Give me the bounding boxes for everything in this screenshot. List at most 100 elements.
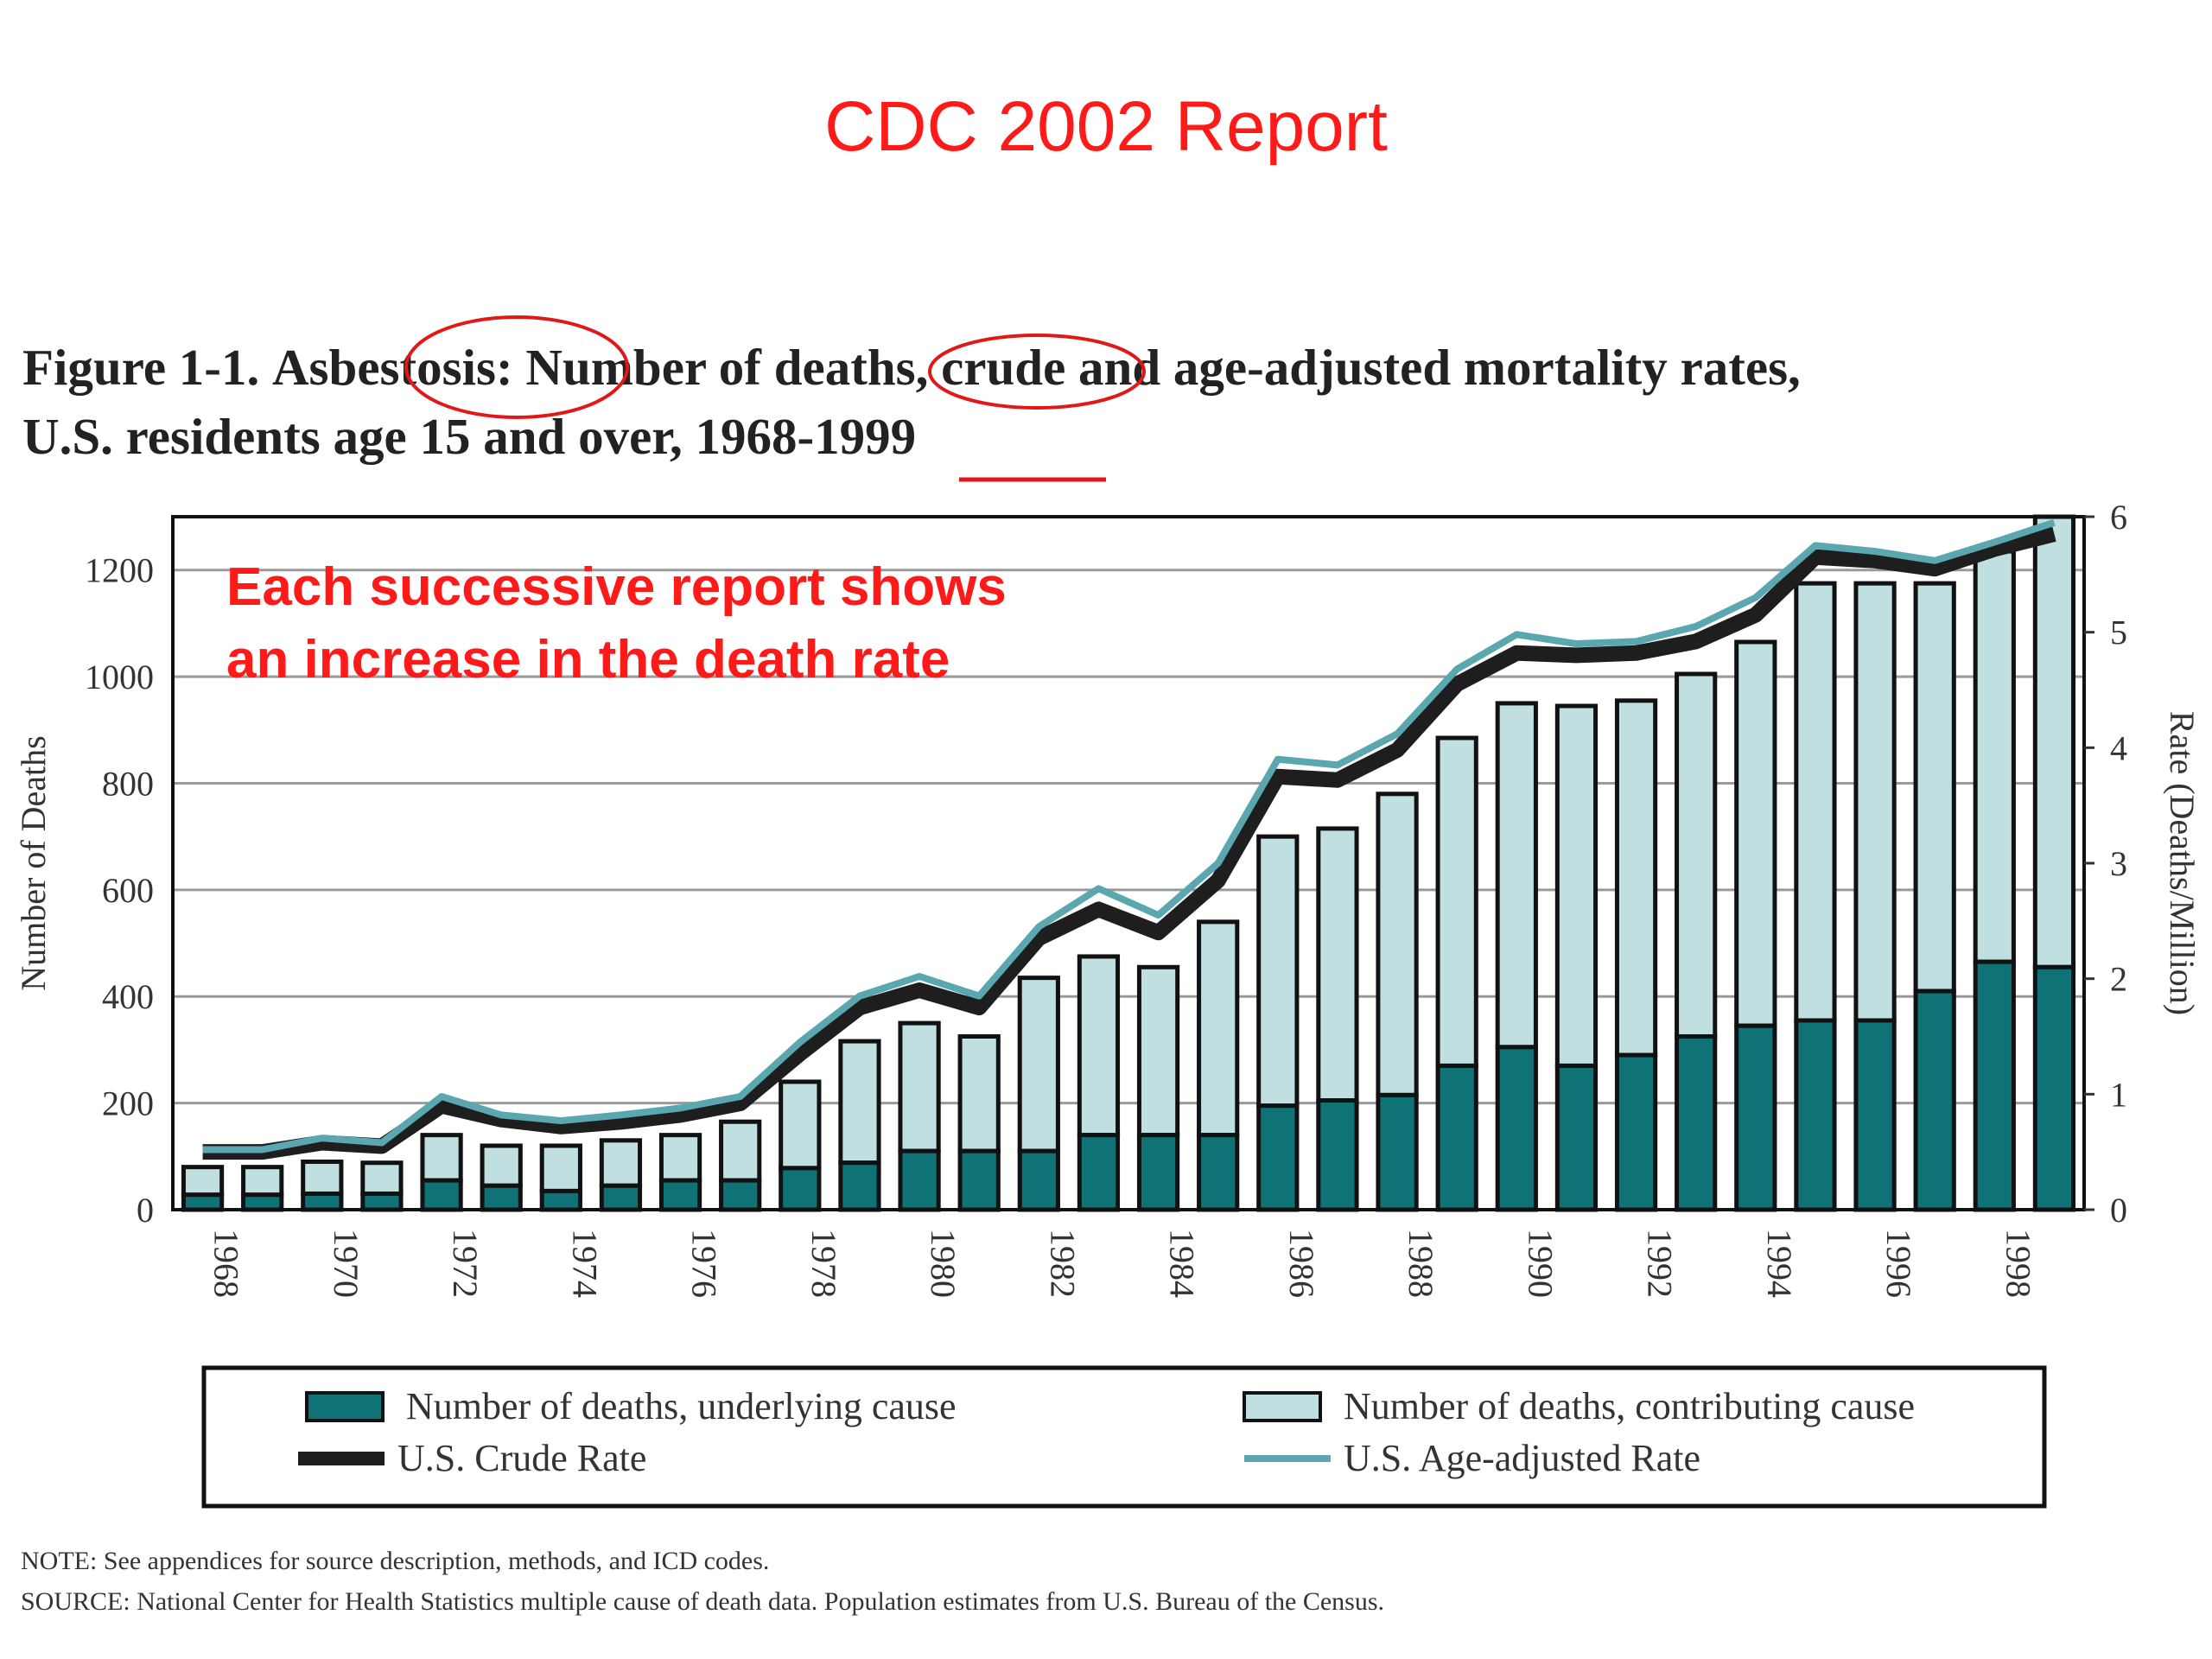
legend-label: Number of deaths, underlying cause [406, 1385, 957, 1427]
bar-contributing-1996 [1853, 581, 1897, 1023]
y-tick-label: 600 [102, 871, 154, 910]
y2-tick-label: 3 [2110, 844, 2127, 883]
figure-title-rest: crude and age-adjusted mortality rates, [941, 339, 1801, 396]
bar-contributing-1989 [1435, 735, 1478, 1068]
x-tick-label: 1994 [1760, 1229, 1799, 1298]
highlight-ellipse-asbestosis [404, 315, 629, 419]
bar-underlying-1980 [898, 1148, 941, 1212]
bar-contributing-1985 [1197, 919, 1240, 1138]
legend-label: Number of deaths, contributing cause [1344, 1385, 1915, 1427]
y-axis-label: Number of Deaths [14, 735, 53, 990]
y-tick-label: 1000 [85, 658, 154, 696]
x-tick-label: 1986 [1282, 1229, 1321, 1298]
bar-contributing-1974 [539, 1143, 582, 1193]
x-tick-label: 1972 [446, 1229, 485, 1298]
chart: 0 200 400 600 800 1000 1200 0 1 2 3 4 5 6 1968 1970 1972… [14, 498, 2202, 1509]
x-tick-label: 1982 [1043, 1229, 1082, 1298]
figure-title-line2: U.S. residents age 15 and over, 1968- [22, 408, 815, 465]
bar-contributing-1980 [898, 1020, 941, 1154]
y-tick-label: 0 [137, 1191, 154, 1230]
bar-contributing-1999 [2032, 514, 2076, 969]
y2-axis-label: Rate (Deaths/Million) [2163, 711, 2202, 1015]
bar-underlying-1988 [1376, 1092, 1419, 1212]
bar-underlying-1996 [1853, 1018, 1897, 1212]
bar-underlying-1999 [2032, 964, 2076, 1212]
bar-contributing-1971 [360, 1160, 404, 1196]
bar-underlying-1979 [838, 1160, 881, 1212]
x-tick-label: 1988 [1402, 1229, 1440, 1298]
bar-underlying-1982 [1017, 1148, 1060, 1212]
chart-bars [181, 514, 2076, 1212]
y2-tick-label: 2 [2110, 960, 2127, 999]
x-tick-label: 1978 [804, 1229, 843, 1298]
bar-contributing-1990 [1495, 701, 1538, 1050]
bar-contributing-1978 [779, 1079, 822, 1171]
bar-underlying-1984 [1136, 1133, 1180, 1212]
legend-swatch [305, 1391, 385, 1422]
bar-contributing-1992 [1614, 698, 1658, 1058]
figure-title-mid: Number of [525, 339, 761, 396]
x-tick-label: 1990 [1521, 1229, 1560, 1298]
bar-underlying-1968 [181, 1192, 225, 1212]
bar-underlying-1973 [480, 1183, 523, 1212]
figure-title-circled-1: Asbestosis: [271, 339, 513, 396]
bar-contributing-1991 [1554, 703, 1599, 1068]
y2-tick-label: 1 [2110, 1075, 2127, 1114]
x-tick-label: 1976 [685, 1229, 724, 1298]
figure-title-circled-2: deaths, [773, 339, 929, 396]
bar-underlying-1974 [539, 1188, 582, 1212]
bar-contributing-1976 [658, 1133, 702, 1183]
figure-title-prefix: Figure 1-1. [22, 339, 260, 396]
bar-underlying-1995 [1794, 1018, 1837, 1212]
bar-contributing-1979 [838, 1039, 881, 1166]
bar-underlying-1977 [719, 1178, 762, 1212]
source-text: SOURCE: National Center for Health Stati… [21, 1587, 1385, 1616]
chart-legend: Number of deaths, underlying cause Number… [201, 1365, 2047, 1509]
x-tick-label: 1974 [565, 1229, 604, 1298]
bar-underlying-1976 [658, 1178, 702, 1212]
bar-contributing-1982 [1017, 976, 1060, 1154]
x-tick-label: 1984 [1163, 1229, 1202, 1298]
y2-tick-label: 0 [2110, 1191, 2127, 1230]
y-tick-label: 400 [102, 977, 154, 1016]
bar-underlying-1989 [1435, 1063, 1478, 1212]
bar-contributing-1983 [1077, 954, 1121, 1138]
bar-underlying-1991 [1554, 1063, 1599, 1212]
x-tick-label: 1980 [924, 1229, 963, 1298]
bar-underlying-1971 [360, 1191, 404, 1212]
bar-underlying-1986 [1256, 1103, 1300, 1212]
legend-label: U.S. Crude Rate [397, 1437, 646, 1479]
y-tick-label: 800 [102, 764, 154, 803]
bar-contributing-1986 [1256, 834, 1300, 1109]
bar-contributing-1981 [957, 1034, 1001, 1154]
x-tick-label: 1968 [207, 1229, 246, 1298]
bar-underlying-1978 [779, 1166, 822, 1212]
y2-tick-label: 4 [2110, 728, 2127, 767]
bar-underlying-1983 [1077, 1133, 1121, 1212]
figure-title: Figure 1-1. Asbestosis: Number of deaths… [22, 333, 2200, 471]
bar-contributing-1995 [1794, 581, 1837, 1023]
bar-contributing-1998 [1973, 549, 2016, 964]
bar-underlying-1990 [1495, 1045, 1538, 1212]
bar-contributing-1987 [1316, 826, 1359, 1103]
y-tick-label: 200 [102, 1084, 154, 1123]
bar-contributing-1997 [1913, 581, 1956, 994]
bar-underlying-1969 [241, 1192, 284, 1212]
x-tick-label: 1996 [1879, 1229, 1918, 1298]
legend-swatch [1243, 1391, 1322, 1422]
bar-contributing-1968 [181, 1165, 225, 1198]
figure-title-underlined-year: 1999 [814, 408, 917, 465]
highlight-ellipse-deaths [928, 334, 1146, 410]
bar-underlying-1994 [1734, 1023, 1777, 1212]
legend-label: U.S. Age-adjusted Rate [1344, 1437, 1700, 1479]
highlight-marks [404, 315, 1146, 482]
x-tick-label: 1970 [327, 1229, 365, 1298]
line-age-adjusted-rate [202, 518, 2056, 1154]
bar-contributing-1970 [301, 1159, 344, 1196]
slide-title: CDC 2002 Report [824, 87, 1388, 166]
bar-underlying-1998 [1973, 959, 2016, 1212]
bar-contributing-1977 [719, 1119, 762, 1183]
bar-underlying-1981 [957, 1148, 1001, 1212]
bar-underlying-1987 [1316, 1098, 1359, 1212]
bar-underlying-1993 [1675, 1034, 1718, 1212]
